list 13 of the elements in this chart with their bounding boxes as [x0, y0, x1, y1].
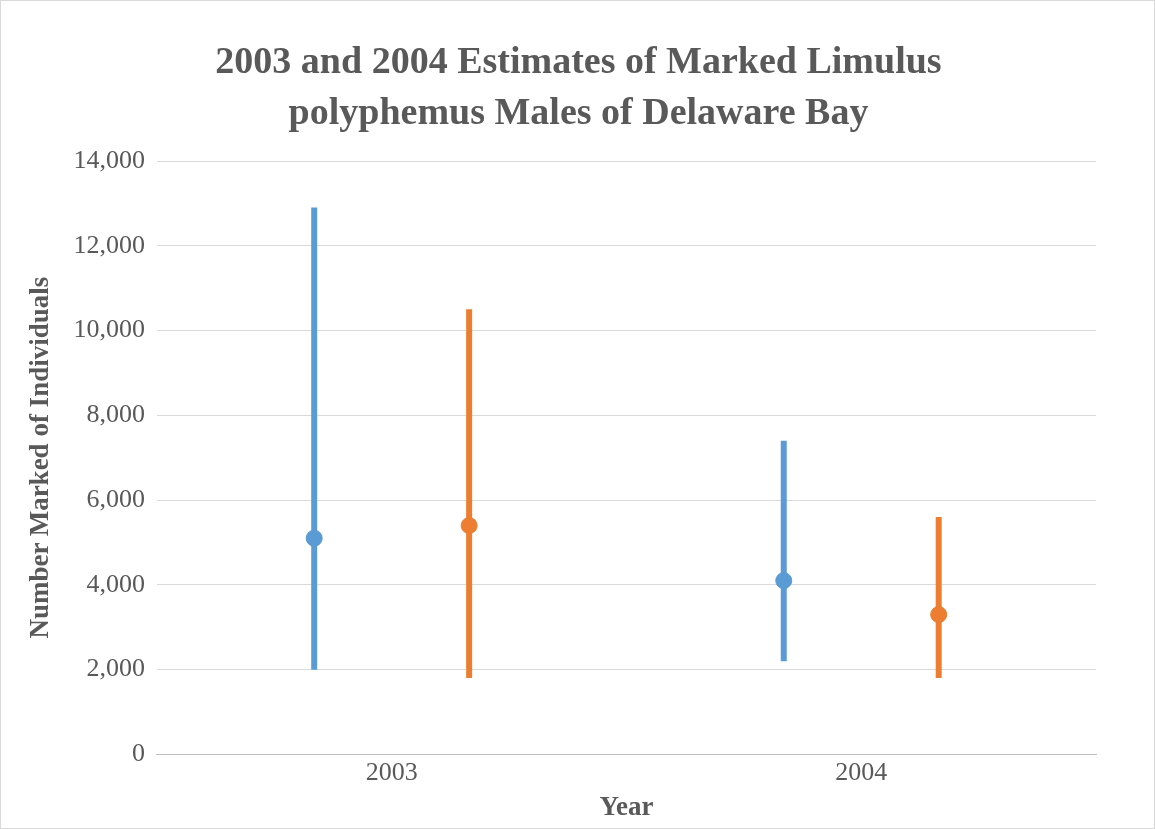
chart-title: 2003 and 2004 Estimates of Marked Limulus polyphemus Males of Delaware Bay: [214, 38, 943, 135]
y-tick-label: 14,000: [73, 144, 145, 174]
x-axis-title: Year: [599, 790, 654, 821]
y-tick-label: 10,000: [73, 314, 145, 344]
x-tick-label: 2003: [365, 756, 418, 786]
x-tick-label: 2004: [835, 756, 888, 786]
y-tick-label: 4,000: [86, 568, 145, 598]
y-axis-title: Number Marked of Individuals: [24, 276, 55, 639]
y-tick-label: 0: [131, 738, 145, 768]
y-tick-label: 2,000: [86, 653, 145, 683]
y-tick-label: 12,000: [73, 229, 145, 259]
y-tick-label: 8,000: [86, 399, 145, 429]
y-tick-label: 6,000: [86, 483, 145, 513]
